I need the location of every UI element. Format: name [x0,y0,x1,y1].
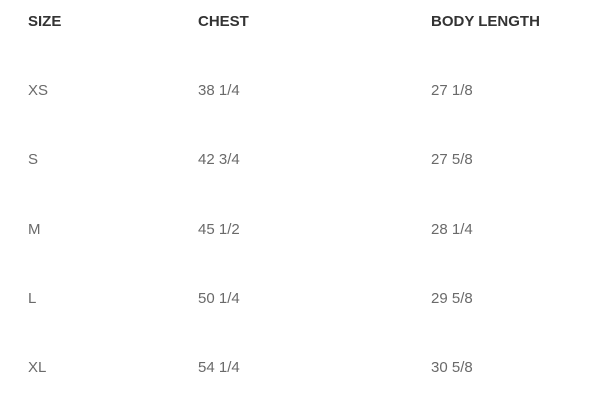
cell-size: XL [28,359,47,376]
table-row: M 45 1/2 28 1/4 [0,220,600,240]
table-row: XS 38 1/4 27 1/8 [0,81,600,101]
cell-size: M [28,221,41,238]
cell-chest: 50 1/4 [198,290,240,307]
header-chest: CHEST [198,13,249,30]
cell-body-length: 28 1/4 [431,221,473,238]
table-row: S 42 3/4 27 5/8 [0,150,600,170]
table-row: L 50 1/4 29 5/8 [0,289,600,309]
cell-size: L [28,290,37,307]
cell-chest: 42 3/4 [198,151,240,168]
cell-size: XS [28,82,49,99]
table-header-row: SIZE CHEST BODY LENGTH [0,12,600,32]
header-size: SIZE [28,13,62,30]
cell-size: S [28,151,39,168]
header-body-length: BODY LENGTH [431,13,540,30]
cell-body-length: 29 5/8 [431,290,473,307]
table-row: XL 54 1/4 30 5/8 [0,358,600,378]
cell-body-length: 27 5/8 [431,151,473,168]
cell-chest: 45 1/2 [198,221,240,238]
cell-chest: 38 1/4 [198,82,240,99]
cell-chest: 54 1/4 [198,359,240,376]
cell-body-length: 27 1/8 [431,82,473,99]
cell-body-length: 30 5/8 [431,359,473,376]
